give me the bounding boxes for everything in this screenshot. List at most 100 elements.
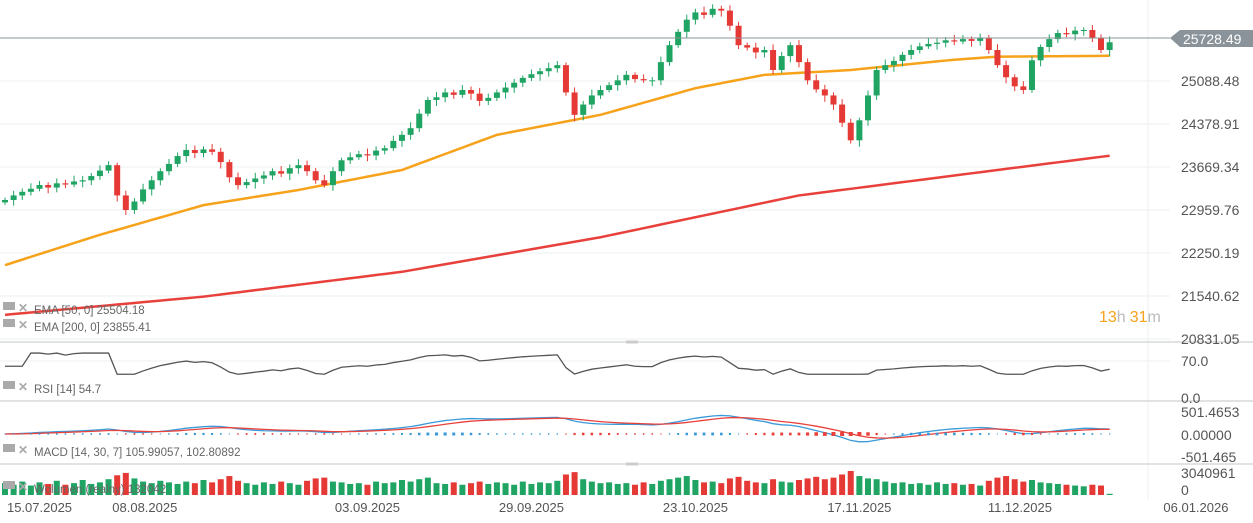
macd-histogram-bar	[314, 433, 317, 435]
macd-histogram-bar	[685, 432, 689, 436]
macd-histogram-bar	[746, 433, 748, 435]
candle-body	[53, 183, 60, 188]
candle-body	[692, 12, 699, 20]
volume-bar	[381, 483, 388, 495]
close-icon[interactable]: ✕	[18, 480, 28, 494]
macd-histogram-bar	[1057, 433, 1059, 435]
close-icon[interactable]: ✕	[18, 301, 28, 315]
volume-bar	[88, 483, 95, 495]
volume-bar	[830, 477, 837, 495]
candle-body	[735, 25, 742, 46]
volume-bar	[424, 477, 431, 495]
candle-body	[770, 50, 777, 70]
volume-bar	[839, 474, 846, 495]
macd-histogram-bar	[719, 432, 723, 436]
candle-body	[165, 163, 172, 172]
macd-histogram-bar	[1030, 432, 1034, 436]
volume-bar	[1020, 481, 1027, 495]
date-tick-label: 11.12.2025	[988, 500, 1052, 515]
volume-bar	[666, 479, 673, 495]
candle-body	[554, 65, 561, 69]
macd-histogram-bar	[487, 433, 490, 435]
candle-body	[985, 38, 992, 51]
date-tick-label: 17.11.2025	[827, 500, 891, 515]
candle-body	[744, 45, 751, 48]
legend-ema200[interactable]: ✕ EMA [200, 0] 23855.41	[3, 318, 151, 334]
candle-body	[174, 156, 181, 164]
volume-bar	[62, 484, 69, 495]
candle-body	[537, 71, 544, 75]
volume-bar	[1098, 485, 1105, 495]
candle-body	[649, 80, 656, 82]
candle-body	[778, 56, 785, 70]
candle-body	[562, 65, 569, 93]
volume-bar	[606, 482, 613, 495]
svg-text:Wolumen (realny) 132042: Wolumen (realny) 132042	[34, 484, 166, 496]
macd-histogram-bar	[702, 432, 706, 436]
macd-histogram-bar	[822, 432, 827, 436]
candle-body	[226, 162, 233, 178]
volume-bar	[649, 483, 656, 495]
volume-tick-label: 3040961	[1181, 465, 1236, 481]
candle-body	[131, 201, 138, 210]
close-icon[interactable]: ✕	[18, 380, 28, 394]
volume-bar	[1046, 483, 1053, 495]
macd-histogram-bar	[434, 432, 439, 436]
price-tick-label: 22959.76	[1181, 202, 1240, 218]
volume-tick-label: 0	[1181, 482, 1189, 498]
volume-bar	[433, 483, 440, 495]
rsi-line	[5, 352, 1110, 375]
volume-bar	[977, 485, 984, 495]
macd-histogram-bar	[443, 432, 447, 436]
volume-bar	[537, 482, 544, 495]
close-icon[interactable]: ✕	[18, 318, 28, 332]
volume-bar	[476, 481, 483, 495]
macd-histogram-bar	[1065, 433, 1068, 435]
settings-icon[interactable]	[3, 302, 15, 310]
macd-histogram-bar	[4, 433, 6, 435]
settings-icon[interactable]	[3, 481, 15, 489]
volume-bar	[183, 481, 190, 495]
macd-histogram-bar	[38, 433, 41, 435]
close-icon[interactable]: ✕	[18, 443, 28, 457]
macd-histogram-bar	[944, 432, 948, 436]
volume-bar	[683, 476, 690, 495]
volume-bar	[243, 483, 250, 495]
volume-bar	[847, 471, 854, 495]
candle-body	[804, 62, 811, 81]
candle-body	[114, 165, 121, 196]
candle-body	[528, 74, 535, 78]
legend-macd[interactable]: ✕ MACD [14, 30, 7] 105.99057, 102.80892	[3, 443, 241, 459]
candle-body	[45, 185, 52, 188]
volume-bar	[468, 483, 475, 495]
macd-histogram-bar	[271, 433, 274, 435]
candle-body	[79, 180, 86, 182]
volume-bar	[1063, 484, 1070, 495]
candle-body	[1106, 42, 1113, 51]
legend-rsi[interactable]: ✕ RSI [14] 54.7	[3, 380, 101, 396]
date-tick-label: 06.01.2026	[1163, 500, 1228, 515]
macd-histogram-bar	[1100, 433, 1102, 435]
legend-ema50[interactable]: ✕ EMA [50, 0] 25504.18	[3, 301, 145, 317]
candle-body	[338, 160, 345, 172]
macd-histogram-bar	[202, 432, 205, 436]
volume-bar	[640, 482, 647, 495]
volume-bar	[252, 484, 259, 495]
volume-bar	[795, 480, 802, 495]
settings-icon[interactable]	[3, 381, 15, 389]
candle-body	[839, 104, 846, 123]
macd-histogram-bar	[599, 432, 602, 436]
macd-line	[4, 414, 1110, 443]
settings-icon[interactable]	[3, 319, 15, 327]
settings-icon[interactable]	[3, 444, 15, 452]
candle-body	[312, 171, 319, 181]
candle-body	[329, 171, 336, 186]
legend-volume[interactable]: ✕ Wolumen (realny) 132042	[3, 480, 166, 496]
volume-bar	[631, 484, 638, 495]
macd-histogram-bar	[47, 433, 49, 435]
candle-body	[597, 89, 604, 96]
volume-bar	[71, 483, 78, 495]
volume-bar	[79, 480, 86, 495]
candle-body	[191, 149, 198, 154]
